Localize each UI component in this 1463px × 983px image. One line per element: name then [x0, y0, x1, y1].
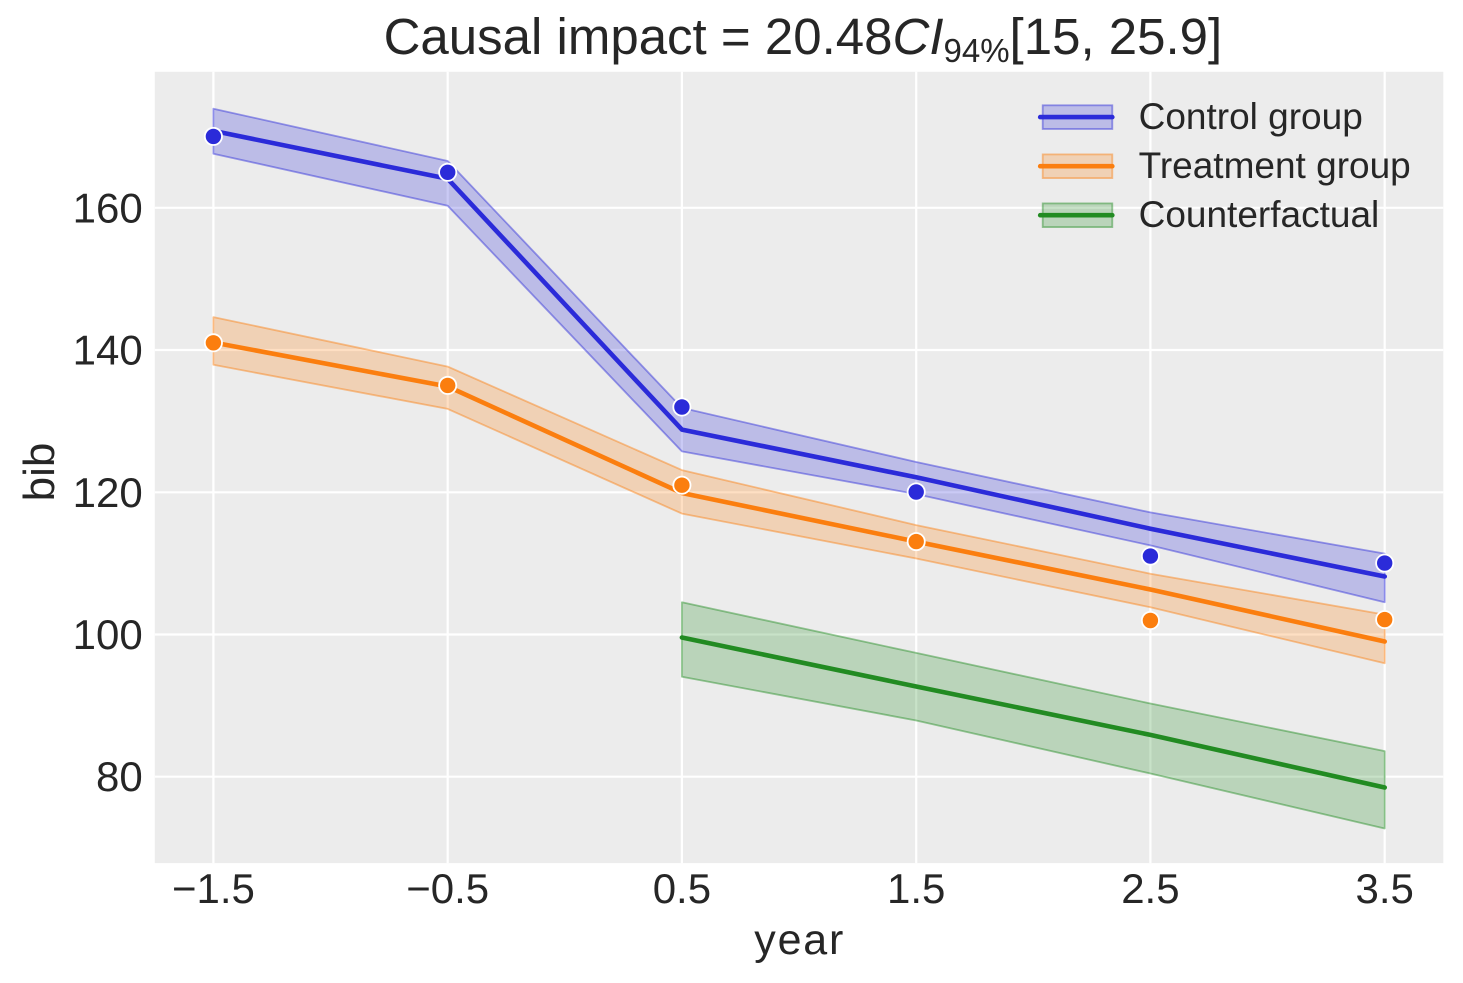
- svg-text:160: 160: [73, 184, 143, 231]
- svg-text:0.5: 0.5: [653, 865, 711, 912]
- svg-text:Causal impact = 20.48CI94%[15,: Causal impact = 20.48CI94%[15, 25.9]: [384, 8, 1223, 69]
- svg-text:3.5: 3.5: [1356, 865, 1414, 912]
- svg-text:100: 100: [73, 611, 143, 658]
- svg-text:Treatment group: Treatment group: [1139, 145, 1411, 186]
- svg-text:−0.5: −0.5: [406, 865, 489, 912]
- svg-text:−1.5: −1.5: [172, 865, 255, 912]
- svg-text:1.5: 1.5: [887, 865, 945, 912]
- svg-text:bib: bib: [15, 443, 64, 502]
- svg-text:80: 80: [96, 753, 143, 800]
- svg-text:140: 140: [73, 327, 143, 374]
- svg-text:120: 120: [73, 469, 143, 516]
- svg-text:2.5: 2.5: [1121, 865, 1179, 912]
- svg-text:year: year: [754, 916, 845, 964]
- svg-text:Control group: Control group: [1139, 96, 1363, 137]
- svg-text:Counterfactual: Counterfactual: [1139, 194, 1380, 235]
